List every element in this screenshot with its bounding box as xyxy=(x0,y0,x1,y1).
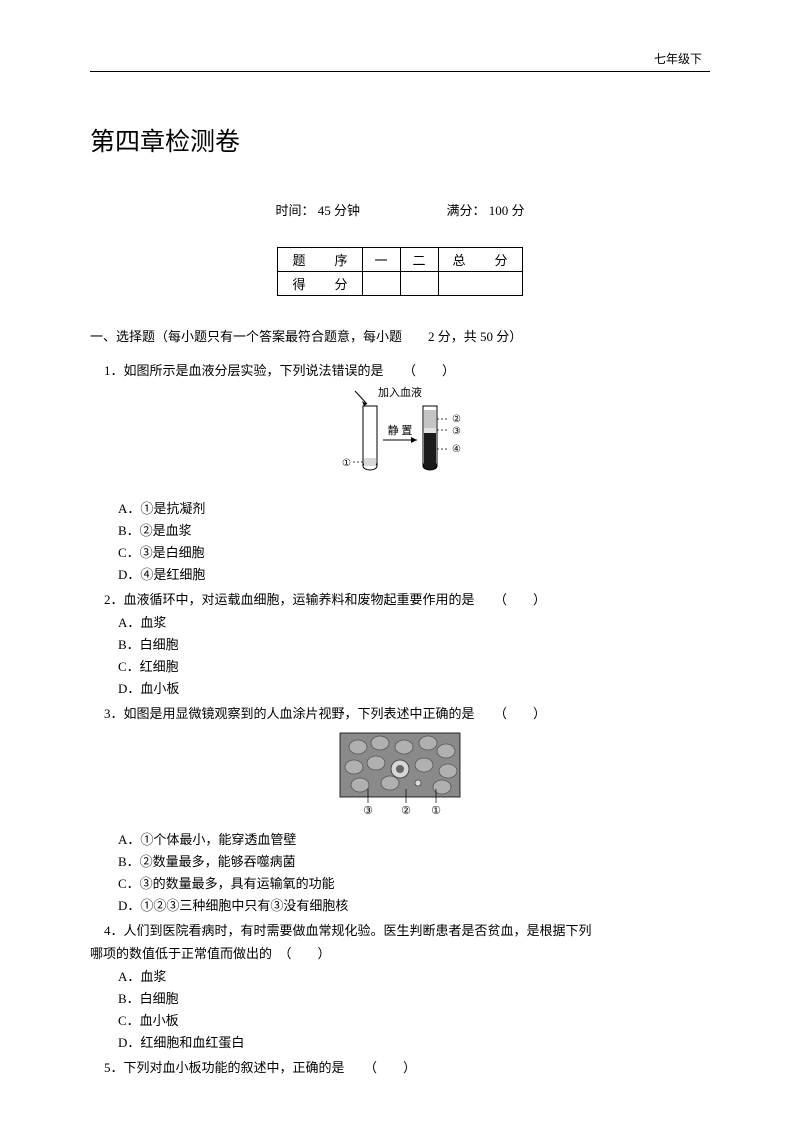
option-c: C．③是白细胞 xyxy=(118,542,710,564)
full-value: 100 分 xyxy=(489,200,525,219)
blood-tube-diagram: 加入血液 ② ③ xyxy=(325,386,475,486)
table-row: 题 序 一 二 总 分 xyxy=(278,248,522,272)
option-c: C．红细胞 xyxy=(118,656,710,678)
option-a: A．血浆 xyxy=(118,612,710,634)
q1-figure: 加入血液 ② ③ xyxy=(90,386,710,493)
q1-stem: 1．如图所示是血液分层实验，下列说法错误的是 （ ） xyxy=(90,359,710,382)
q5-stem: 5．下列对血小板功能的叙述中，正确的是 （ ） xyxy=(90,1056,710,1079)
question-4: 4．人们到医院看病时，有时需要做血常规化验。医生判断患者是否贫血，是根据下列 哪… xyxy=(90,919,710,1054)
q4-options: A．血浆 B．白细胞 C．血小板 D．红细胞和血红蛋白 xyxy=(90,966,710,1054)
cell: 二 xyxy=(400,248,438,272)
fig-n3: ③ xyxy=(363,805,373,817)
q2-stem: 2．血液循环中，对运载血细胞，运输养料和废物起重要作用的是 （ ） xyxy=(90,588,710,611)
cell-header: 总 分 xyxy=(438,248,522,272)
option-d: D．血小板 xyxy=(118,678,710,700)
fig-n2: ② xyxy=(452,414,461,425)
option-a: A．①是抗凝剂 xyxy=(118,498,710,520)
option-a: A．血浆 xyxy=(118,966,710,988)
section-1-title: 一、选择题（每小题只有一个答案最符合题意，每小题 2 分，共 50 分） xyxy=(90,326,710,345)
option-b: B．白细胞 xyxy=(118,988,710,1010)
cell xyxy=(400,272,438,296)
option-d: D．红细胞和血红蛋白 xyxy=(118,1032,710,1054)
header-line xyxy=(90,71,710,72)
fig-n2: ② xyxy=(401,805,411,817)
cell xyxy=(362,272,400,296)
option-a: A．①个体最小，能穿透血管壁 xyxy=(118,829,710,851)
fig-n4: ④ xyxy=(452,444,461,455)
q3-stem: 3．如图是用显微镜观察到的人血涂片视野，下列表述中正确的是 （ ） xyxy=(90,702,710,725)
q3-figure: ③ ② ① xyxy=(90,729,710,824)
blood-smear-diagram: ③ ② ① xyxy=(330,729,470,817)
q4-line2: 哪项的数值低于正常值而做出的 （ ） xyxy=(90,942,710,965)
option-b: B．②是血浆 xyxy=(118,520,710,542)
page-title: 第四章检测卷 xyxy=(90,122,710,158)
q4-line1: 4．人们到医院看病时，有时需要做血常规化验。医生判断患者是否贫血，是根据下列 xyxy=(90,919,710,942)
option-b: B．②数量最多，能够吞噬病菌 xyxy=(118,851,710,873)
table-row: 得 分 xyxy=(278,272,522,296)
option-c: C．血小板 xyxy=(118,1010,710,1032)
option-d: D．①②③三种细胞中只有③没有细胞核 xyxy=(118,895,710,917)
option-d: D．④是红细胞 xyxy=(118,564,710,586)
page: 七年级下 第四章检测卷 时间： 45 分钟 满分： 100 分 题 序 一 二 … xyxy=(0,0,800,1122)
time-value: 45 分钟 xyxy=(318,200,360,219)
full-label: 满分： xyxy=(447,200,486,219)
question-1: 1．如图所示是血液分层实验，下列说法错误的是 （ ） 加入血液 xyxy=(90,359,710,586)
fig-n1: ① xyxy=(342,458,351,469)
fig-mid: 静 置 xyxy=(388,423,413,437)
fig-n1: ① xyxy=(431,805,441,817)
header-grade: 七年级下 xyxy=(90,50,710,67)
q3-options: A．①个体最小，能穿透血管壁 B．②数量最多，能够吞噬病菌 C．③的数量最多，具… xyxy=(90,829,710,917)
cell-header: 题 序 xyxy=(278,248,362,272)
question-2: 2．血液循环中，对运载血细胞，运输养料和废物起重要作用的是 （ ） A．血浆 B… xyxy=(90,588,710,700)
fig-label: 加入血液 xyxy=(378,386,422,399)
cell-header: 得 分 xyxy=(278,272,362,296)
cell: 一 xyxy=(362,248,400,272)
meta-row: 时间： 45 分钟 满分： 100 分 xyxy=(90,200,710,219)
question-5: 5．下列对血小板功能的叙述中，正确的是 （ ） xyxy=(90,1056,710,1079)
option-b: B．白细胞 xyxy=(118,634,710,656)
cell xyxy=(438,272,522,296)
score-table: 题 序 一 二 总 分 得 分 xyxy=(277,247,522,296)
time-label: 时间： xyxy=(275,200,314,219)
q2-options: A．血浆 B．白细胞 C．红细胞 D．血小板 xyxy=(90,612,710,700)
question-3: 3．如图是用显微镜观察到的人血涂片视野，下列表述中正确的是 （ ） xyxy=(90,702,710,917)
option-c: C．③的数量最多，具有运输氧的功能 xyxy=(118,873,710,895)
fig-n3: ③ xyxy=(452,426,461,437)
q1-options: A．①是抗凝剂 B．②是血浆 C．③是白细胞 D．④是红细胞 xyxy=(90,498,710,586)
